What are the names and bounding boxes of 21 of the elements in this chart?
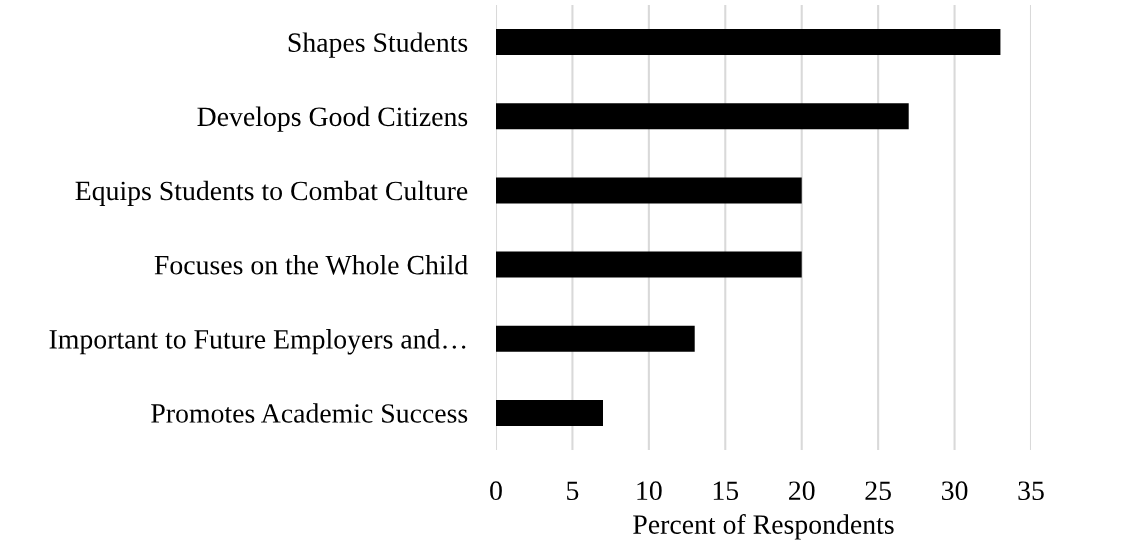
bar <box>496 177 802 204</box>
bar <box>496 251 802 278</box>
y-tick-label: Important to Future Employers and… <box>49 329 466 355</box>
x-tick-label: 20 <box>789 481 815 501</box>
x-tick-label: 0 <box>490 481 502 501</box>
x-tick-label: 30 <box>942 481 968 501</box>
x-tick-label: 15 <box>713 481 739 501</box>
x-tick-label: 5 <box>567 481 579 501</box>
x-tick-label: 10 <box>637 481 662 501</box>
bar <box>496 399 603 426</box>
bar <box>496 29 1001 56</box>
x-axis-title: Percent of Respondents <box>633 514 894 540</box>
y-tick-label: Equips Students to Combat Culture <box>75 180 468 206</box>
y-tick-label: Develops Good Citizens <box>197 106 468 132</box>
y-tick-label: Promotes Academic Success <box>151 403 468 423</box>
bar <box>496 325 695 352</box>
bar <box>496 103 909 130</box>
x-tick-label: 25 <box>865 481 891 501</box>
y-tick-label: Shapes Students <box>288 32 468 58</box>
x-tick-label: 35 <box>1018 481 1044 501</box>
y-tick-label: Focuses on the Whole Child <box>154 254 468 275</box>
